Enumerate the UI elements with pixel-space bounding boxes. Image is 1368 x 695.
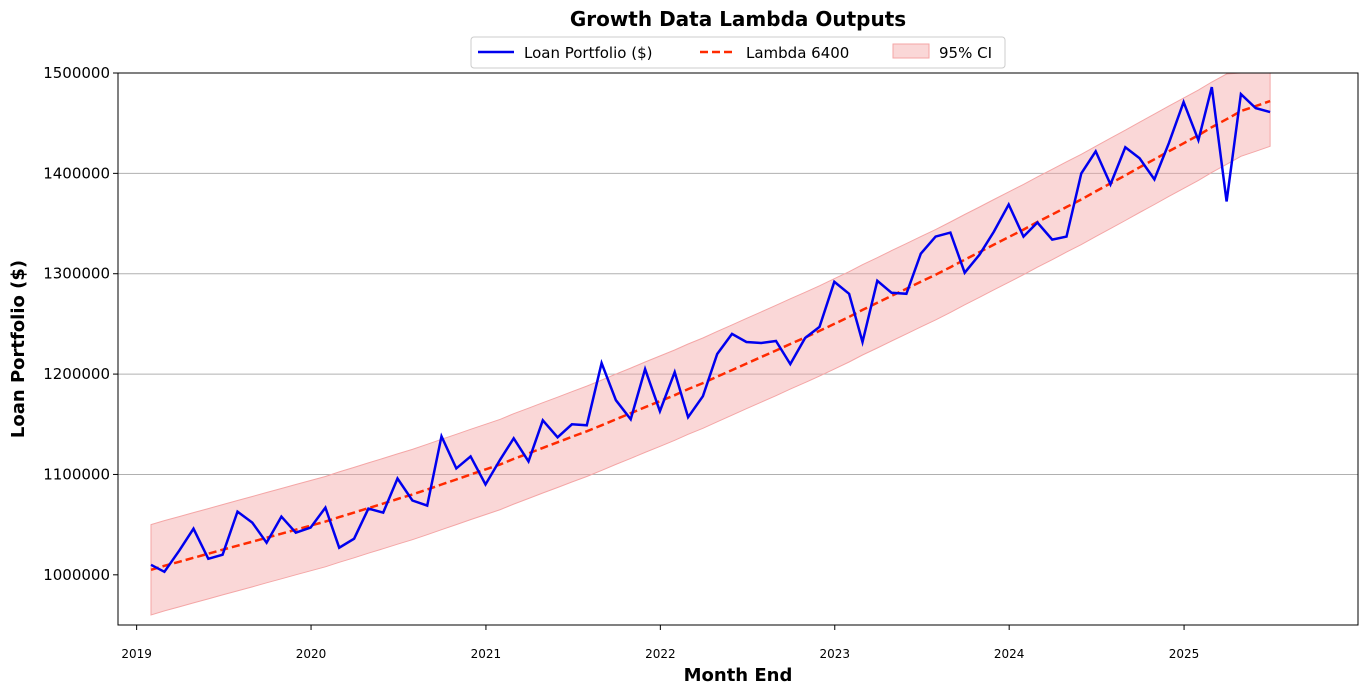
legend-frame [470,36,1006,69]
legend-ci-swatch [892,43,930,59]
x-tick-label: 2025 [1169,647,1200,661]
legend-ci-label: 95% CI [939,44,992,62]
x-tick-label: 2022 [645,647,676,661]
chart-title: Growth Data Lambda Outputs [570,7,906,31]
x-axis: 2019 2020 2021 2022 2023 2024 2025 [121,625,1199,661]
x-tick-label: 2019 [121,647,152,661]
y-axis-label: Loan Portfolio ($) [8,260,29,438]
legend: Loan Portfolio ($) Lambda 6400 95% CI [470,36,1006,69]
y-axis: 1000000 1100000 1200000 1300000 1400000 15000… [43,64,118,584]
y-tick-label: 1200000 [43,365,110,383]
legend-series-label: Loan Portfolio ($) [524,44,652,62]
x-tick-label: 2021 [471,647,502,661]
y-tick-label: 1500000 [43,64,110,82]
legend-trend-label: Lambda 6400 [746,44,849,62]
x-tick-label: 2023 [819,647,850,661]
series-line [150,86,1271,574]
y-tick-label: 1400000 [43,164,110,182]
x-axis-label: Month End [684,665,793,686]
y-tick-label: 1100000 [43,465,110,483]
y-tick-label: 1300000 [43,265,110,283]
x-tick-label: 2020 [296,647,327,661]
ci-band [150,72,1271,616]
x-tick-label: 2024 [994,647,1025,661]
y-tick-label: 1000000 [43,566,110,584]
plot-frame [117,72,1359,626]
trend-line [150,99,1271,571]
